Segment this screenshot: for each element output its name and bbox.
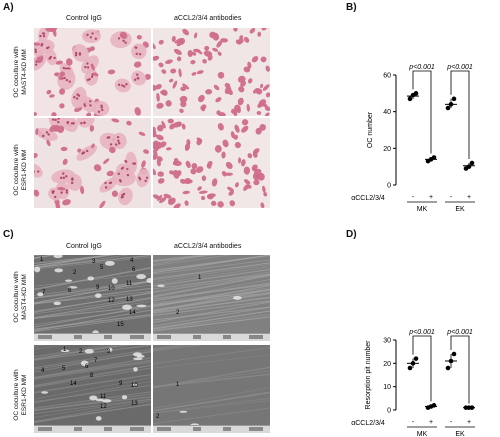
pit-number: 7	[42, 290, 46, 296]
data-point	[445, 365, 451, 371]
y-tick-label: 30	[383, 338, 391, 345]
pit-number: 12	[108, 298, 115, 304]
pit-number: 13	[131, 401, 138, 407]
pit-number: 2	[79, 349, 83, 355]
pit-number: 3	[92, 259, 96, 265]
sem-c-bottom-left	[34, 345, 151, 433]
y-tick-label: 20	[383, 361, 391, 368]
pit-number: 9	[119, 381, 123, 387]
group-label: MK	[417, 206, 428, 213]
significance-bracket	[412, 335, 432, 402]
pit-number: 5	[100, 265, 104, 271]
micrograph-a-top-right	[153, 28, 270, 116]
significance-label: p<0.001	[446, 64, 473, 71]
pit-number: 11	[100, 394, 107, 400]
group-label: MK	[417, 431, 428, 437]
sem-c-top-right	[153, 255, 270, 341]
panel-c-row-label-esr1: OC coculture with ESR1-KD MM	[13, 369, 28, 421]
data-point	[413, 356, 419, 361]
pit-number: 2	[156, 414, 160, 420]
panel-letter-d: D)	[346, 229, 357, 240]
data-point	[413, 91, 419, 96]
pit-number: 1	[63, 347, 67, 353]
data-point	[407, 96, 413, 102]
y-tick-label: 10	[383, 384, 391, 391]
pit-number: 10	[108, 286, 115, 292]
micrograph-a-bottom-right	[153, 118, 270, 208]
data-point	[451, 96, 457, 102]
panel-a-row-label-esr1: OC coculture with ESR1-KD MM	[13, 144, 28, 196]
condition-tick-label: +	[429, 419, 433, 426]
pit-number: 4	[41, 368, 45, 374]
pit-number: 2	[176, 310, 180, 316]
pit-number: 1	[40, 257, 44, 263]
pit-number: 6	[132, 267, 136, 273]
panel-a-col-title-control: Control IgG	[66, 15, 102, 22]
group-label: EK	[455, 431, 465, 437]
condition-tick-label: -	[412, 419, 415, 426]
significance-bracket	[450, 70, 470, 159]
condition-label: αCCL2/3/4	[351, 420, 385, 427]
data-point	[469, 160, 475, 166]
condition-tick-label: -	[450, 194, 453, 201]
panel-letter-a: A)	[3, 2, 14, 13]
pit-number: 4	[130, 258, 134, 264]
pit-number: 9	[96, 285, 100, 291]
data-point	[407, 365, 413, 371]
y-tick-label: 0	[387, 408, 391, 415]
pit-number: 14	[129, 310, 136, 316]
y-tick-label: 60	[383, 73, 391, 80]
significance-label: p<0.001	[408, 64, 435, 71]
pit-number: 5	[62, 366, 66, 372]
pit-number: 12	[100, 404, 107, 410]
significance-label: p<0.001	[446, 329, 473, 336]
y-tick-label: 20	[383, 146, 391, 153]
pit-number: 10	[131, 383, 138, 389]
condition-tick-label: +	[467, 419, 471, 426]
pit-number: 8	[90, 373, 94, 379]
y-tick-label: 40	[383, 109, 391, 116]
panel-c-col-title-control: Control IgG	[66, 243, 102, 250]
pit-number: 7	[94, 358, 98, 364]
panel-letter-c: C)	[3, 229, 14, 240]
pit-number: 1	[198, 275, 202, 281]
y-tick-label: 0	[387, 183, 391, 190]
micrograph-a-bottom-left	[34, 118, 151, 208]
condition-tick-label: -	[450, 419, 453, 426]
panel-letter-b: B)	[346, 2, 357, 13]
pit-number: 14	[70, 381, 77, 387]
panel-a-row-label-mast4: OC coculture with MAST4-KD MM	[13, 46, 28, 98]
significance-bracket	[412, 70, 432, 154]
sem-c-top-left	[34, 255, 151, 341]
significance-bracket	[450, 335, 470, 404]
pit-number: 15	[117, 322, 124, 328]
condition-tick-label: -	[412, 194, 415, 201]
pit-number: 6	[85, 364, 89, 370]
condition-tick-label: +	[429, 194, 433, 201]
pit-number: 13	[126, 297, 133, 303]
data-point	[431, 155, 437, 160]
significance-label: p<0.001	[408, 329, 435, 336]
data-point	[451, 351, 457, 357]
panel-c-row-label-mast4: OC coculture with MAST4-KD MM	[13, 271, 28, 323]
pit-number: 3	[107, 349, 111, 355]
group-label: EK	[455, 206, 465, 213]
condition-tick-label: +	[467, 194, 471, 201]
micrograph-a-top-left	[34, 28, 151, 116]
pit-number: 2	[73, 270, 77, 276]
panel-c-col-title-antibodies: aCCL2/3/4 antibodies	[174, 243, 242, 250]
pit-number: 1	[176, 382, 180, 388]
sem-c-bottom-right	[153, 345, 270, 433]
y-axis-label: Resorption pit number	[365, 340, 372, 410]
pit-number: 11	[126, 281, 133, 287]
data-point	[445, 105, 451, 111]
y-axis-label: OC number	[367, 111, 374, 148]
pit-number: 8	[68, 288, 72, 294]
panel-a-col-title-antibodies: aCCL2/3/4 antibodies	[174, 15, 242, 22]
condition-label: αCCL2/3/4	[351, 195, 385, 202]
